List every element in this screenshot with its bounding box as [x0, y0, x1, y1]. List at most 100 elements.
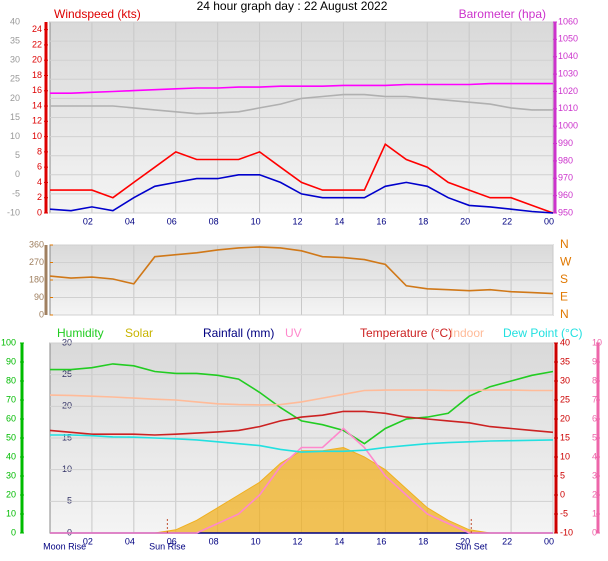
y-tick-label: 2 [37, 192, 42, 202]
x-tick-label: 16 [376, 536, 386, 546]
y-tick-label: 1000 [558, 121, 578, 131]
y-tick-label: 1050 [558, 34, 578, 44]
y-tick-label: 100 [1, 337, 16, 347]
y-tick-label: 0 [560, 489, 565, 499]
x-tick-label: 12 [292, 536, 302, 546]
line [49, 410, 554, 436]
y-tick-label: 950 [558, 207, 573, 217]
event-label: Moon Rise [43, 541, 86, 551]
y-tick-label: 90 [34, 292, 44, 302]
y-tick-label: 90 [6, 356, 16, 366]
y-tick-label: 180 [29, 274, 44, 284]
y-tick-label: 15 [560, 432, 570, 442]
line [50, 82, 553, 94]
line [49, 389, 553, 406]
event-label: Sun Rise [149, 541, 186, 551]
x-tick-label: 00 [544, 536, 554, 546]
x-tick-label: 20 [460, 536, 470, 546]
y-tick-label: 10 [10, 131, 20, 141]
y-tick-label: 35 [560, 356, 570, 366]
y-tick-label: E [560, 290, 568, 304]
axis-title: Windspeed (kts) [54, 7, 141, 21]
y-tick-label: 270 [29, 257, 44, 267]
y-tick-label: 20 [62, 401, 72, 411]
y-tick-label: 30 [62, 337, 72, 347]
x-tick-label: 14 [334, 536, 344, 546]
y-tick-label: 70 [6, 394, 16, 404]
y-tick-label: -5 [12, 188, 20, 198]
y-tick-label: 25 [10, 74, 20, 84]
y-tick-label: 1040 [558, 51, 578, 61]
y-tick-label: 25 [560, 394, 570, 404]
y-tick-label: 0 [15, 169, 20, 179]
y-tick-label: 30 [10, 55, 20, 65]
y-tick-label: 0 [37, 207, 42, 217]
y-tick-label: 990 [558, 138, 573, 148]
legend-entry: UV [285, 326, 302, 340]
y-tick-label: 20 [32, 55, 42, 65]
axis-title: Barometer (hpa) [459, 7, 546, 21]
y-tick-label: 4 [592, 451, 597, 461]
y-tick-label: 960 [558, 190, 573, 200]
y-tick-label: 5 [592, 432, 597, 442]
y-tick-label: 360 [29, 239, 44, 249]
y-tick-label: 5 [67, 496, 72, 506]
y-tick-label: 8 [592, 375, 597, 385]
y-tick-label: 5 [560, 470, 565, 480]
y-tick-label: 1010 [558, 103, 578, 113]
x-tick-label: 08 [209, 536, 219, 546]
y-tick-label: 18 [32, 70, 42, 80]
x-tick-label: 04 [125, 216, 135, 226]
y-tick-label: 22 [32, 39, 42, 49]
y-tick-label: 1020 [558, 86, 578, 96]
y-tick-label: 15 [62, 432, 72, 442]
x-tick-label: 20 [460, 216, 470, 226]
line [50, 427, 553, 534]
y-tick-label: 8 [37, 146, 42, 156]
line [50, 363, 554, 445]
y-tick-label: 40 [6, 451, 16, 461]
legend-entry: Rainfall (mm) [203, 326, 274, 340]
y-tick-label: S [560, 272, 568, 286]
y-tick-label: -10 [7, 207, 20, 217]
y-tick-label: 980 [558, 155, 573, 165]
x-tick-label: 22 [502, 216, 512, 226]
y-tick-label: 10 [32, 131, 42, 141]
y-tick-label: 6 [37, 162, 42, 172]
y-tick-label: 20 [560, 413, 570, 423]
y-tick-label: 7 [592, 394, 597, 404]
y-tick-label: 10 [560, 451, 570, 461]
y-tick-label: 4 [37, 177, 42, 187]
y-tick-label: 40 [10, 16, 20, 26]
legend-entry: Solar [125, 326, 153, 340]
y-tick-label: -10 [560, 527, 573, 537]
y-tick-label: 9 [592, 356, 597, 366]
legend-entry: Humidity [57, 326, 104, 340]
x-tick-label: 04 [125, 536, 135, 546]
x-tick-label: 06 [167, 536, 177, 546]
x-tick-label: 02 [83, 216, 93, 226]
y-tick-label: 16 [32, 85, 42, 95]
y-tick-label: 10 [6, 508, 16, 518]
x-tick-label: 00 [544, 216, 554, 226]
line [49, 246, 554, 295]
y-tick-label: 1 [592, 508, 597, 518]
x-tick-label: 08 [209, 216, 219, 226]
y-tick-label: 14 [32, 100, 42, 110]
y-tick-label: 10 [592, 337, 602, 347]
legend-entry: Dew Point (°C) [503, 326, 582, 340]
y-tick-label: 60 [6, 413, 16, 423]
y-tick-label: 15 [10, 112, 20, 122]
x-tick-label: 16 [376, 216, 386, 226]
y-tick-label: -5 [560, 508, 568, 518]
y-tick-label: 40 [560, 337, 570, 347]
x-tick-label: 18 [418, 216, 428, 226]
y-tick-label: 12 [32, 116, 42, 126]
legend-entry: Indoor [450, 326, 484, 340]
x-tick-label: 14 [334, 216, 344, 226]
y-tick-label: 30 [6, 470, 16, 480]
y-tick-label: 20 [6, 489, 16, 499]
x-tick-label: 22 [502, 536, 512, 546]
line [50, 93, 553, 115]
